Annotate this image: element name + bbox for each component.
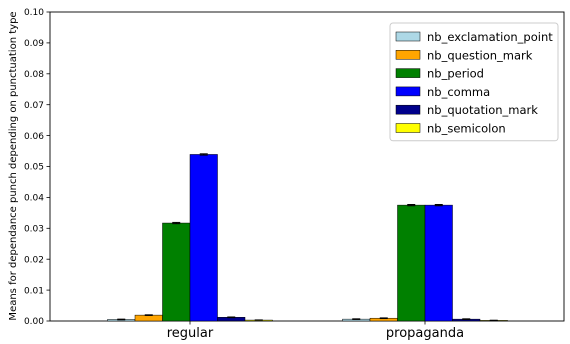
legend-swatch-nb-question-mark	[395, 50, 421, 60]
legend: nb_exclamation_point nb_question_mark nb_p…	[389, 22, 559, 142]
y-tick-label: 0.10	[24, 8, 44, 18]
x-tick-label: propaganda	[386, 326, 464, 340]
y-tick-label: 0.00	[24, 317, 44, 327]
bar-nb-question-mark-regular	[134, 314, 163, 322]
legend-swatch-nb-comma	[395, 86, 421, 97]
y-tick-label: 0.01	[24, 286, 44, 296]
y-tick-label: 0.02	[24, 255, 44, 265]
legend-swatch-nb-semicolon	[395, 123, 421, 133]
y-tick-label: 0.03	[24, 225, 44, 235]
y-tick-label: 0.06	[24, 132, 44, 142]
bar-nb-comma-regular	[189, 154, 218, 322]
y-tick-label: 0.04	[24, 194, 44, 204]
legend-label-nb-period: nb_period	[427, 67, 484, 81]
bar-nb-comma-propaganda	[424, 204, 453, 322]
x-tick-label: regular	[167, 326, 214, 340]
bar-nb-period-propaganda	[397, 204, 426, 322]
legend-label-nb-comma: nb_comma	[427, 85, 490, 99]
bar-nb-period-regular	[162, 222, 191, 322]
legend-label-nb-semicolon: nb_semicolon	[427, 122, 506, 136]
legend-box	[389, 22, 559, 142]
legend-swatch-nb-exclamation-point	[395, 31, 421, 42]
plot-area: 0.00 0.01 0.02 0.03 0.04 0.05 0.06 0.07 0.08 0.09…	[24, 8, 565, 341]
y-tick-label: 0.08	[24, 70, 44, 80]
legend-swatch-nb-quotation-mark	[395, 104, 421, 115]
y-tick-label: 0.05	[24, 163, 44, 173]
legend-swatch-nb-period	[395, 68, 421, 78]
legend-label-nb-exclamation-point: nb_exclamation_point	[427, 30, 553, 44]
legend-label-nb-question-mark: nb_question_mark	[427, 48, 533, 62]
y-axis-label: Means for dependance punch depending on …	[8, 11, 19, 320]
legend-label-nb-quotation-mark: nb_quotation_mark	[427, 103, 538, 117]
y-tick-label: 0.07	[24, 101, 44, 111]
y-tick-label: 0.09	[24, 39, 44, 49]
